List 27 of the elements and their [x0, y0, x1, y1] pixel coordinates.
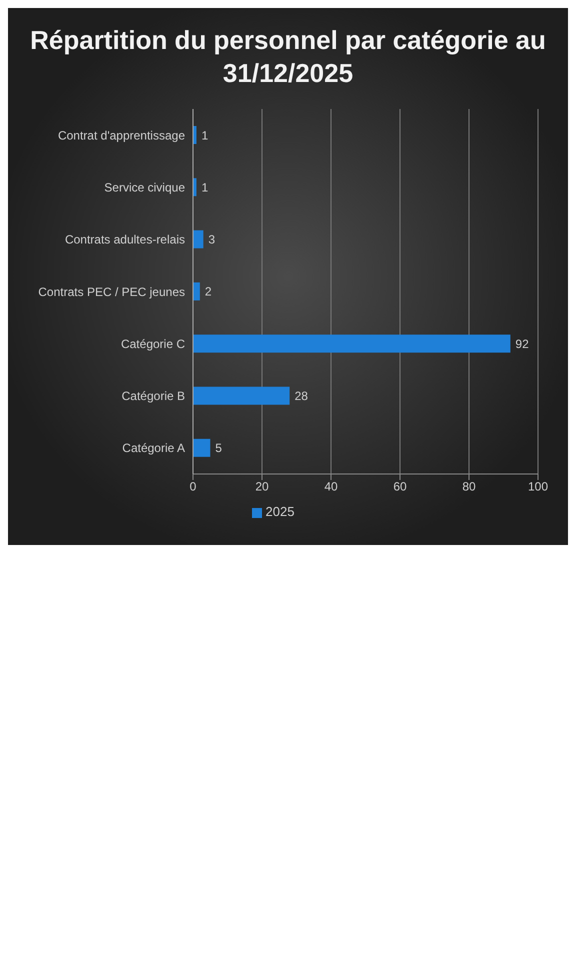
y-tick-label: Catégorie C [120, 336, 186, 351]
data-label: 1 [201, 180, 208, 194]
bar [193, 438, 210, 457]
data-label: 5 [215, 441, 222, 456]
bar [193, 282, 200, 300]
data-label: 2 [204, 284, 212, 299]
x-tick-label: 100 [528, 480, 548, 494]
data-label: 1 [201, 128, 208, 142]
legend-label: 2025 [266, 504, 294, 519]
y-tick-label: Contrat d'apprentissage [58, 128, 186, 142]
y-tick-label: Catégorie B [122, 389, 185, 404]
x-tick-label: 80 [462, 480, 476, 494]
bar [193, 386, 290, 405]
y-tick-label: Contrats adultes-relais [64, 232, 185, 247]
bar [193, 230, 204, 248]
y-tick-label: Catégorie A [122, 441, 185, 456]
x-tick-label: 40 [324, 480, 338, 494]
bar [193, 334, 510, 353]
y-tick-label: Contrats PEC / PEC jeunes [38, 284, 185, 299]
x-tick-label: 20 [255, 480, 269, 494]
y-tick-label: Service civique [104, 180, 186, 194]
data-label: 28 [294, 388, 308, 403]
x-tick-label: 0 [190, 480, 197, 494]
x-tick-label: 60 [393, 480, 407, 494]
chart-title: Répartition du personnel par catégorie au 31/12/2025 [29, 24, 547, 90]
data-label: 92 [515, 336, 530, 351]
data-label: 3 [208, 232, 216, 247]
